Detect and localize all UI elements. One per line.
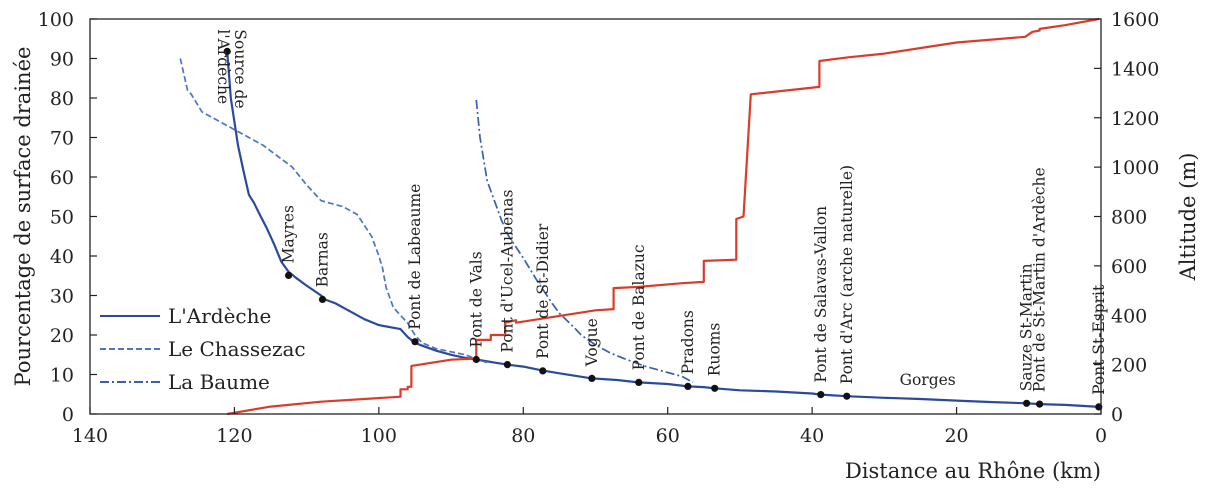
station-label-pont-de-vals: Pont de Vals (467, 251, 485, 347)
station-label-text: Vogue (583, 318, 601, 367)
station-label-text: Pont St-Esprit (1090, 284, 1108, 395)
tick-layer: 140 120 100 80 60 40 20 00102030405060708090100… (38, 9, 1160, 447)
station-label-pont-d-arc-arche-naturelle: Pont d'Arc (arche naturelle) (838, 165, 856, 384)
station-marker-barnas (318, 295, 327, 303)
station-markers-layer (223, 47, 1103, 411)
station-label-text: Pradons (679, 310, 697, 374)
station-label-text: Mayres (280, 205, 298, 263)
station-label-text: Pont de St-Didier (534, 223, 552, 359)
station-label-source-de-l-ardeche: Source del'Ardèche (214, 29, 249, 108)
station-marker-mayres (285, 271, 293, 279)
x-tick-label: 80 (511, 425, 535, 447)
y-right-tick-label: 600 (1111, 256, 1147, 278)
y-right-tick-label: 1600 (1111, 9, 1159, 31)
station-label-pont-de-st-martin-d-ardeche: Pont de St-Martin d'Ardèche (1031, 167, 1049, 392)
station-label-text: Pont d'Arc (arche naturelle) (838, 165, 856, 384)
station-marker-pont-d-arc-arche-naturelle (843, 392, 851, 400)
y-left-tick-label: 80 (50, 88, 74, 110)
x-tick-label: 20 (944, 425, 968, 447)
station-label-text: Pont de Salavas-Vallon (812, 206, 830, 383)
station-label-pont-de-st-didier: Pont de St-Didier (534, 223, 552, 359)
series-line-altitude (227, 17, 1099, 416)
station-label-text: Pont de Labeaume (406, 184, 424, 330)
station-label-pont-de-labeaume: Pont de Labeaume (406, 184, 424, 330)
y-left-axis-title: Pourcentage de surface drainée (11, 47, 35, 387)
station-label-vogue: Vogue (583, 318, 601, 367)
legend-label: Le Chassezac (168, 337, 306, 361)
station-label-mayres: Mayres (280, 205, 298, 263)
axis-titles-layer: Distance au Rhône (km) Pourcentage de sur… (11, 47, 1200, 483)
station-label-text: Pont de Vals (467, 251, 485, 347)
y-left-tick-label: 30 (50, 286, 74, 308)
x-tick-label: 0 (1095, 425, 1107, 447)
station-marker-pont-de-labeaume (411, 338, 419, 346)
station-label-pont-de-salavas-vallon: Pont de Salavas-Vallon (812, 206, 830, 383)
y-right-tick-label: 1000 (1111, 157, 1159, 179)
y-right-tick-label: 1200 (1111, 108, 1159, 130)
station-label-ruoms: Ruoms (706, 323, 724, 377)
x-tick-label: 40 (800, 425, 824, 447)
legend-entry-ardeche: L'Ardèche (100, 304, 271, 328)
legend-entry-chassezac: Le Chassezac (100, 337, 306, 361)
station-marker-pont-de-st-martin-d-ardeche (1036, 400, 1044, 408)
station-label-line: l'Ardèche (214, 29, 232, 104)
station-label-text: Barnas (314, 232, 332, 287)
legend: L'Ardèche Le Chassezac La Baume (100, 304, 306, 394)
station-label-barnas: Barnas (314, 232, 332, 287)
station-label-text: Sauze St-Martin (1018, 263, 1036, 391)
station-marker-pradons (684, 382, 692, 390)
y-left-tick-label: 0 (62, 404, 74, 426)
x-tick-label: 120 (216, 425, 252, 447)
annotation-gorges: Gorges (900, 371, 956, 389)
series-line-baume (475, 99, 694, 384)
y-right-axis-title: Altitude (m) (1176, 153, 1200, 282)
station-marker-sauze-st-martin (1023, 399, 1031, 407)
y-left-tick-label: 60 (50, 167, 74, 189)
station-label-text: Pont de Balazuc (630, 244, 648, 370)
legend-label: L'Ardèche (168, 304, 271, 328)
x-tick-label: 60 (656, 425, 680, 447)
station-marker-source-de-l-ardeche (223, 47, 231, 56)
station-label-sauze-st-martin: Sauze St-Martin (1018, 263, 1036, 391)
station-label-line: Source de (231, 29, 249, 108)
y-left-tick-label: 100 (38, 9, 74, 31)
station-marker-vogue (588, 374, 596, 382)
y-right-tick-label: 0 (1111, 404, 1123, 426)
y-right-tick-label: 200 (1111, 355, 1147, 377)
station-label-text: Pont d'Ucel-Aubenas (498, 190, 516, 353)
legend-entry-baume: La Baume (100, 370, 270, 394)
series-line-chassezac (179, 58, 488, 364)
y-left-tick-label: 20 (50, 325, 74, 347)
station-label-pont-st-esprit: Pont St-Esprit (1090, 284, 1108, 395)
station-labels-layer: Source del'Ardèche Mayres Barnas Pont de La… (214, 29, 1108, 395)
station-label-text: Source del'Ardèche (214, 29, 249, 108)
station-marker-pont-de-vals (472, 355, 480, 364)
station-marker-pont-de-balazuc (635, 378, 643, 386)
y-left-tick-label: 40 (50, 246, 74, 268)
y-left-tick-label: 50 (50, 207, 74, 229)
y-right-tick-label: 400 (1111, 305, 1147, 327)
station-label-text: Pont de St-Martin d'Ardèche (1031, 167, 1049, 392)
y-left-tick-label: 90 (50, 49, 74, 71)
legend-label: La Baume (168, 370, 270, 394)
station-marker-pont-d-ucel-aubenas (503, 361, 511, 369)
x-axis-title: Distance au Rhône (km) (845, 459, 1101, 483)
series-line-ardeche (226, 51, 1099, 408)
y-left-tick-label: 70 (50, 128, 74, 150)
station-label-pont-de-balazuc: Pont de Balazuc (630, 244, 648, 370)
station-marker-ruoms (711, 384, 719, 392)
station-label-text: Ruoms (706, 323, 724, 377)
y-right-tick-label: 1400 (1111, 58, 1159, 80)
station-marker-pont-de-salavas-vallon (817, 391, 825, 399)
x-tick-label: 140 (72, 425, 108, 447)
y-right-tick-label: 800 (1111, 207, 1147, 229)
station-label-pont-d-ucel-aubenas: Pont d'Ucel-Aubenas (498, 190, 516, 353)
x-tick-label: 100 (361, 425, 397, 447)
station-marker-pont-de-st-didier (539, 367, 547, 375)
station-label-pradons: Pradons (679, 310, 697, 374)
y-left-tick-label: 10 (50, 365, 74, 387)
